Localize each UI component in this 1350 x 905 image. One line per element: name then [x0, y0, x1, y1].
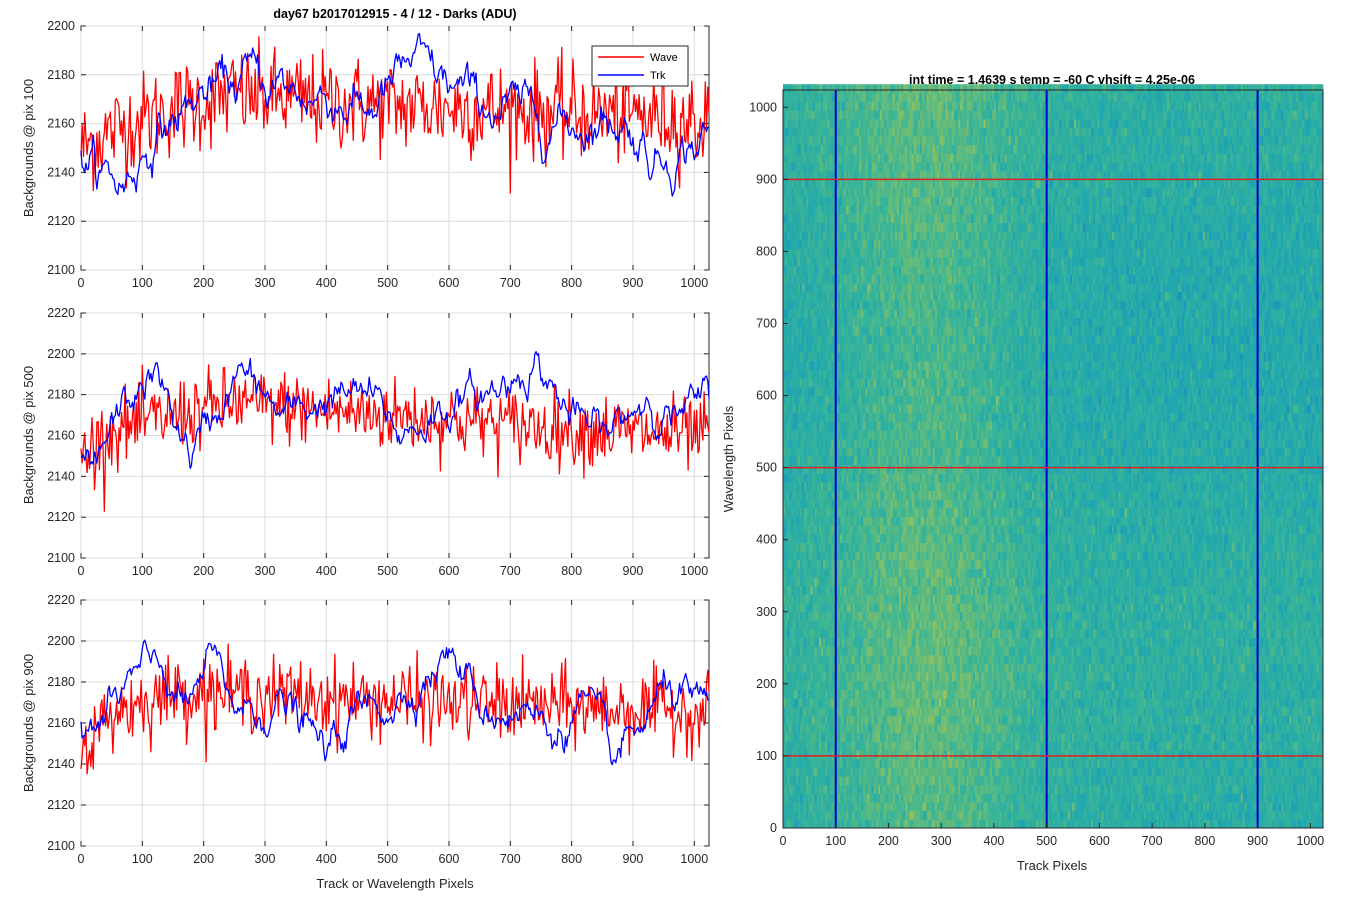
x-tick-label: 400 — [316, 564, 337, 578]
y-tick-label: 2120 — [47, 510, 75, 524]
line-panel-pix-500: 0 100 200 300 400 500 600 700 800 900 1000 2100 2120… — [21, 306, 709, 578]
heatmap-panel: int time = 1.4639 s temp = -60 C vhsift … — [721, 73, 1324, 873]
y-tick-label: 2140 — [47, 165, 75, 179]
y-axis-label: Backgrounds @ pix 900 — [21, 654, 36, 792]
x-tick-label: 600 — [439, 852, 460, 866]
x-tick-label: 200 — [193, 852, 214, 866]
y-tick-label: 2220 — [47, 593, 75, 607]
y-tick-label: 2100 — [47, 839, 75, 853]
x-tick-label: 500 — [377, 564, 398, 578]
x-tick-label: 200 — [193, 564, 214, 578]
line-panel-pix-100: day67 b2017012915 - 4 / 12 - Darks (ADU)… — [21, 7, 709, 290]
x-tick-label: 100 — [132, 276, 153, 290]
x-tick-label: 200 — [193, 276, 214, 290]
x-tick-label: 400 — [316, 276, 337, 290]
y-tick-label: 2160 — [47, 117, 75, 131]
y-tick-label: 2200 — [47, 634, 75, 648]
y-tick-label: 2220 — [47, 306, 75, 320]
x-tick-label: 300 — [255, 276, 276, 290]
y-tick-label: 2200 — [47, 19, 75, 33]
x-tick-label: 100 — [132, 852, 153, 866]
x-tick-label: 1000 — [680, 276, 708, 290]
x-tick-label: 900 — [623, 276, 644, 290]
y-tick-label: 2160 — [47, 716, 75, 730]
x-tick-label: 500 — [377, 852, 398, 866]
y-tick-label: 2100 — [47, 551, 75, 565]
x-tick-label: 1000 — [680, 852, 708, 866]
x-tick-label: 800 — [561, 276, 582, 290]
y-tick-label: 2120 — [47, 798, 75, 812]
y-tick-label: 2200 — [47, 347, 75, 361]
x-tick-label: 700 — [500, 564, 521, 578]
x-tick-label: 800 — [561, 564, 582, 578]
x-tick-label: 300 — [255, 852, 276, 866]
y-tick-label: 2160 — [47, 429, 75, 443]
x-tick-label: 800 — [561, 852, 582, 866]
y-axis-label: Backgrounds @ pix 500 — [21, 366, 36, 504]
x-tick-label: 0 — [78, 276, 85, 290]
y-tick-label: 2140 — [47, 757, 75, 771]
legend-label-wave: Wave — [650, 52, 678, 64]
x-tick-label: 600 — [439, 276, 460, 290]
legend[interactable]: Wave Trk — [592, 46, 688, 86]
x-tick-label: 0 — [78, 852, 85, 866]
figure-title: day67 b2017012915 - 4 / 12 - Darks (ADU) — [273, 7, 516, 21]
heatmap-cells — [783, 84, 1323, 828]
x-tick-label: 900 — [623, 564, 644, 578]
x-tick-label: 1000 — [680, 564, 708, 578]
x-tick-label: 400 — [316, 852, 337, 866]
line-panel-pix-900: 0 100 200 300 400 500 600 700 800 900 1000 2100 2120… — [21, 593, 709, 891]
y-axis-label: Backgrounds @ pix 100 — [21, 79, 36, 217]
x-tick-label: 0 — [78, 564, 85, 578]
y-tick-label: 2140 — [47, 469, 75, 483]
y-tick-label: 2180 — [47, 68, 75, 82]
x-tick-label: 700 — [500, 852, 521, 866]
x-tick-label: 900 — [623, 852, 644, 866]
x-axis-label: Track or Wavelength Pixels — [316, 876, 474, 891]
y-tick-label: 2180 — [47, 675, 75, 689]
legend-label-trk: Trk — [650, 70, 666, 82]
x-tick-label: 700 — [500, 276, 521, 290]
x-tick-label: 600 — [439, 564, 460, 578]
y-tick-label: 2180 — [47, 388, 75, 402]
y-tick-label: 2120 — [47, 214, 75, 228]
x-tick-label: 500 — [377, 276, 398, 290]
x-tick-label: 100 — [132, 564, 153, 578]
y-tick-label: 2100 — [47, 263, 75, 277]
x-tick-label: 300 — [255, 564, 276, 578]
